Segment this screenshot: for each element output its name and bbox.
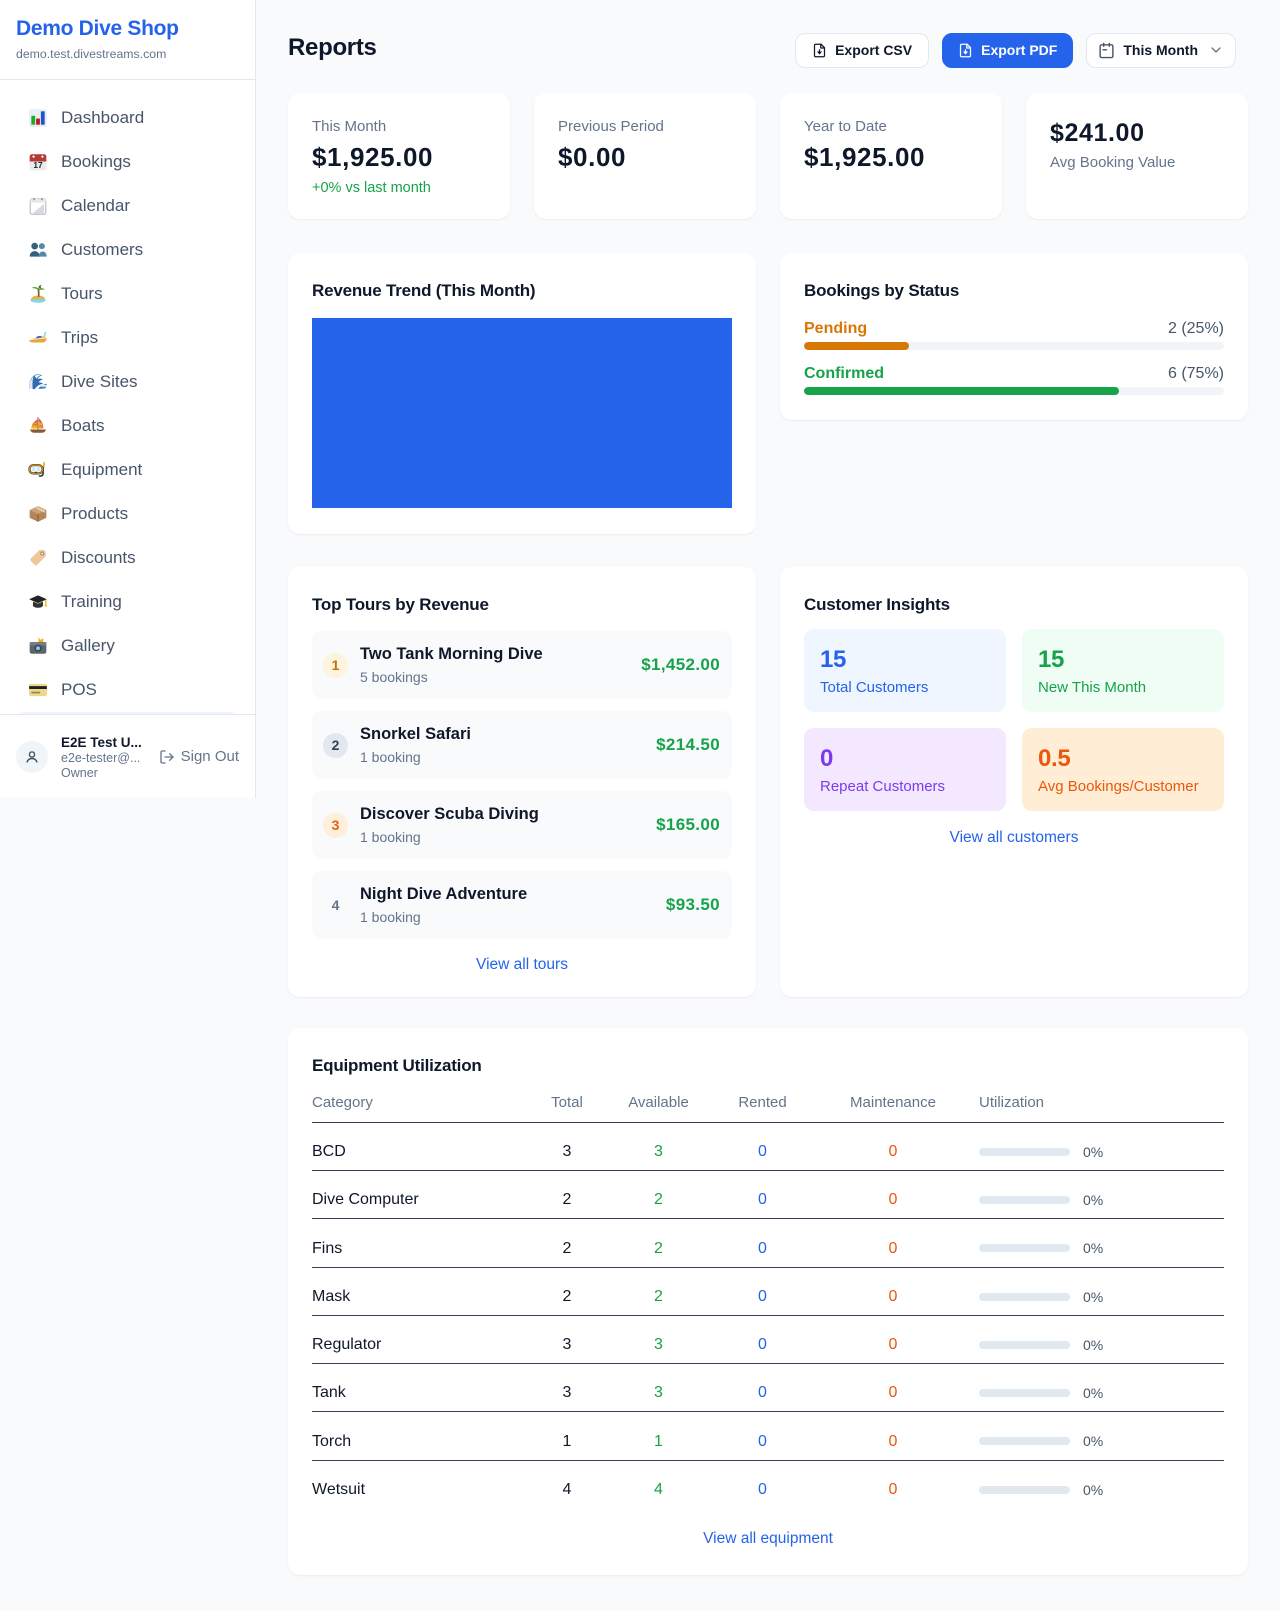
svg-text:17: 17 (33, 160, 43, 170)
